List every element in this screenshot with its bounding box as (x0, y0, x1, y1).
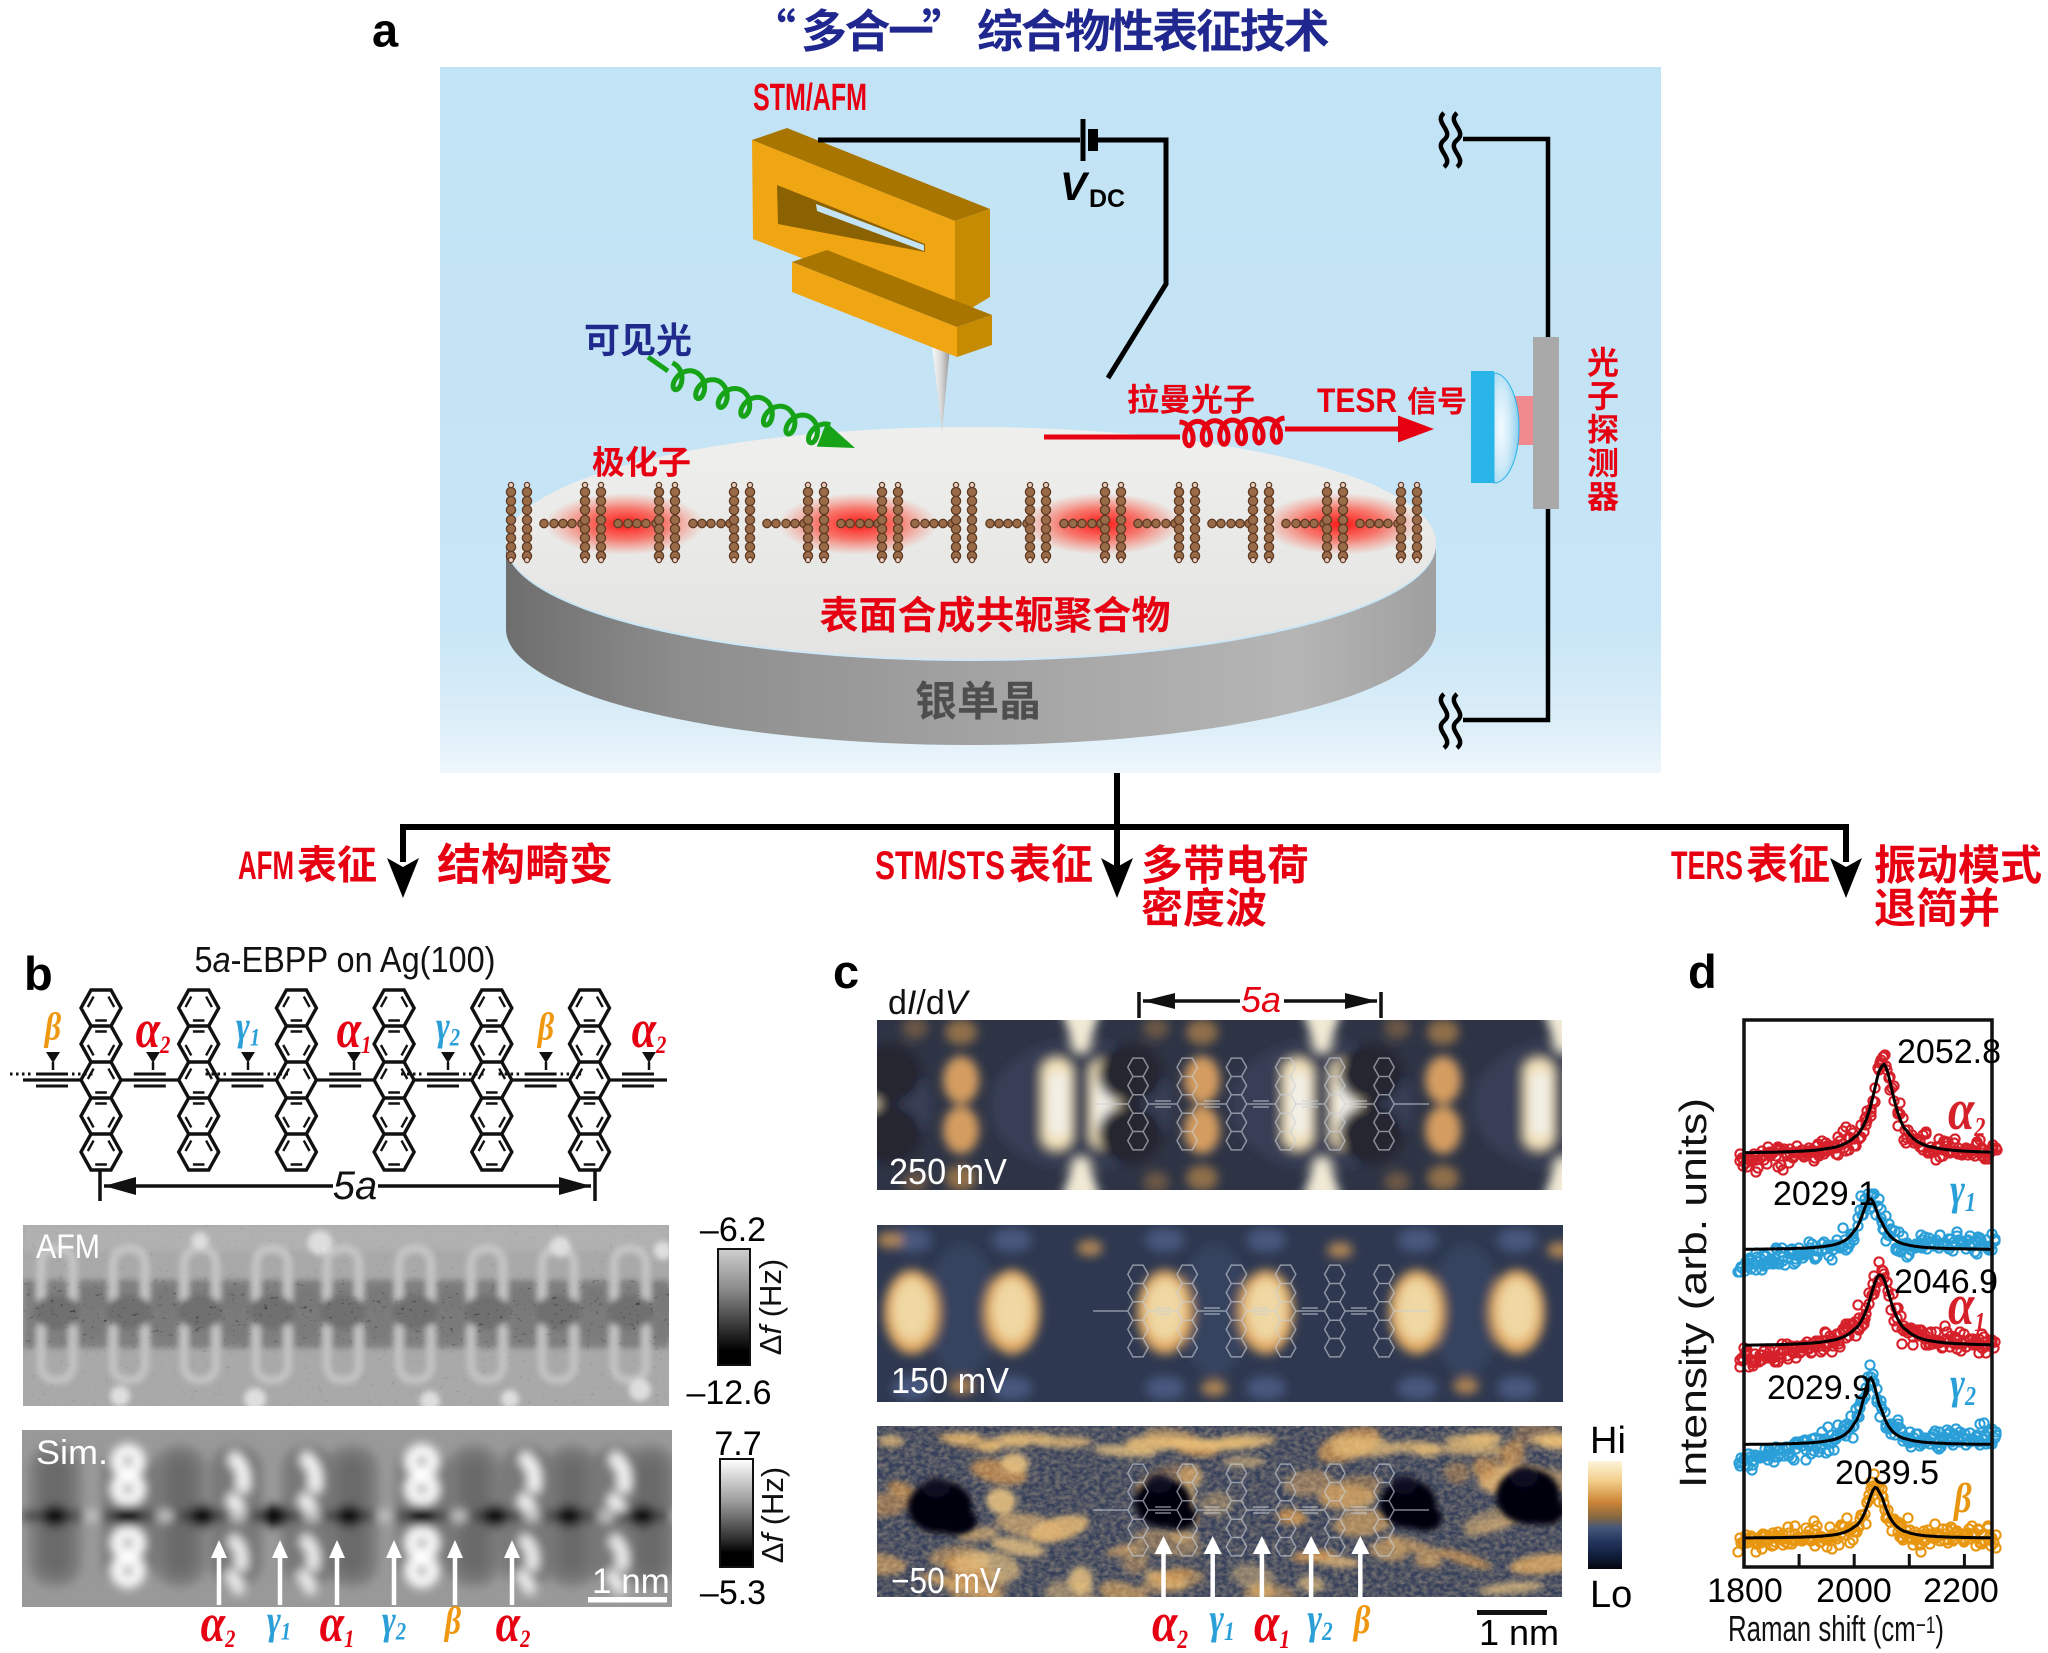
svg-text:7.7: 7.7 (714, 1425, 761, 1463)
svg-text:2052.8: 2052.8 (1897, 1033, 2001, 1071)
svg-text:c: c (833, 945, 859, 998)
svg-text:150 mV: 150 mV (891, 1360, 1009, 1401)
svg-text:b: b (24, 947, 53, 1000)
svg-text:α1: α1 (1254, 1592, 1290, 1653)
svg-text:5a: 5a (1241, 979, 1281, 1020)
svg-text:1 nm: 1 nm (592, 1562, 670, 1601)
svg-text:–6.2: –6.2 (700, 1211, 766, 1249)
svg-text:γ1: γ1 (1209, 1595, 1234, 1647)
svg-text:γ1: γ1 (236, 1004, 260, 1050)
svg-text:2029.1: 2029.1 (1773, 1175, 1877, 1213)
svg-text:γ2: γ2 (1307, 1595, 1332, 1647)
svg-text:d: d (1688, 945, 1717, 998)
svg-text:Lo: Lo (1590, 1574, 1632, 1616)
svg-text:α2: α2 (136, 999, 171, 1059)
svg-text:β: β (1352, 1597, 1371, 1642)
svg-text:2000: 2000 (1816, 1572, 1892, 1610)
svg-text:STM/AFM: STM/AFM (753, 77, 867, 119)
svg-text:2039.5: 2039.5 (1835, 1454, 1939, 1492)
svg-text:–12.6: –12.6 (686, 1374, 771, 1412)
svg-text:γ1: γ1 (1950, 1165, 1976, 1218)
svg-text:α2: α2 (632, 999, 667, 1059)
svg-text:β: β (443, 1598, 462, 1642)
svg-text:2046.9: 2046.9 (1894, 1263, 1998, 1301)
svg-text:1800: 1800 (1707, 1572, 1783, 1610)
svg-text:Δf (Hz): Δf (Hz) (753, 1259, 788, 1356)
svg-text:a: a (372, 4, 399, 57)
svg-text:γ2: γ2 (436, 1004, 460, 1050)
svg-text:2029.9: 2029.9 (1767, 1369, 1871, 1407)
svg-text:5a: 5a (333, 1164, 378, 1208)
svg-text:TERS: TERS (1671, 844, 1743, 888)
svg-text:5a-EBPP on Ag(100): 5a-EBPP on Ag(100) (195, 939, 496, 980)
svg-text:AFM: AFM (238, 844, 294, 888)
svg-text:STM/STS: STM/STS (875, 844, 1005, 888)
svg-text:γ2: γ2 (1950, 1359, 1976, 1412)
svg-text:α1: α1 (337, 999, 372, 1059)
svg-text:−50 mV: −50 mV (891, 1560, 1001, 1601)
svg-text:V: V (1060, 165, 1090, 209)
svg-text:Hi: Hi (1590, 1420, 1626, 1462)
svg-text:Sim.: Sim. (36, 1434, 108, 1472)
svg-text:β: β (43, 1004, 62, 1048)
svg-text:β: β (536, 1004, 555, 1048)
svg-text:250 mV: 250 mV (889, 1151, 1007, 1192)
svg-text:Δf (Hz): Δf (Hz) (755, 1467, 790, 1564)
svg-text:α2: α2 (1948, 1079, 1985, 1143)
svg-text:Intensity (arb. units): Intensity (arb. units) (1673, 1098, 1715, 1488)
svg-text:2200: 2200 (1923, 1572, 1999, 1610)
svg-text:–5.3: –5.3 (700, 1574, 766, 1612)
svg-text:dI/dV: dI/dV (888, 984, 971, 1022)
svg-text:β: β (1952, 1476, 1972, 1522)
svg-text:α2: α2 (1152, 1592, 1188, 1653)
svg-text:TESR: TESR (1317, 382, 1397, 420)
svg-text:1 nm: 1 nm (1479, 1612, 1559, 1653)
svg-text:Raman shift (cm−1): Raman shift (cm−1) (1728, 1608, 1944, 1649)
svg-text:AFM: AFM (36, 1228, 100, 1266)
svg-text:DC: DC (1089, 185, 1125, 213)
